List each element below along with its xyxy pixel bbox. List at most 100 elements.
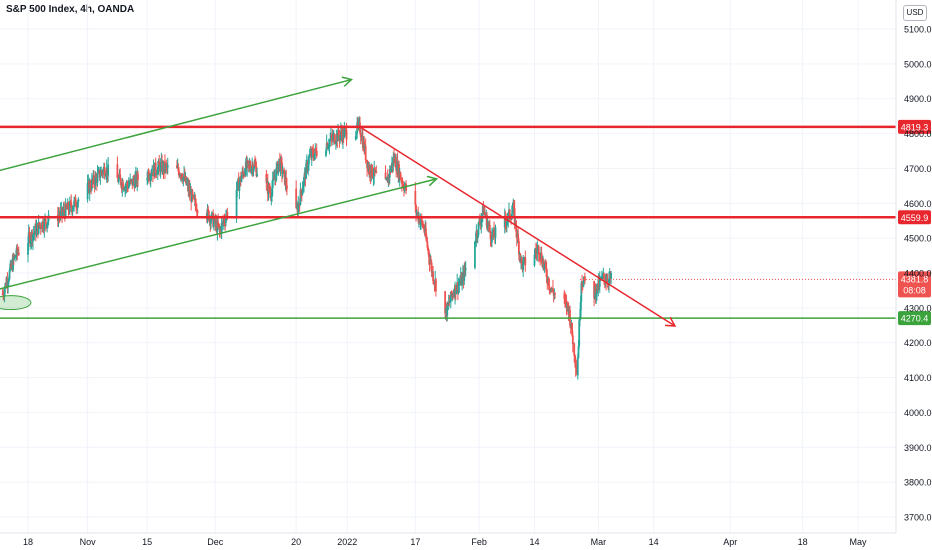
candle-body [255, 166, 258, 177]
candle-body [238, 182, 241, 191]
candle-body [373, 167, 376, 173]
candle-body [2, 294, 5, 296]
candle-body [307, 164, 310, 170]
candle-body [463, 267, 466, 281]
x-tick-label: 14 [530, 537, 540, 547]
candle-body [37, 222, 40, 234]
candle-body [491, 235, 493, 243]
candle-body [494, 227, 497, 238]
candle-body [297, 203, 300, 213]
candle-body [315, 150, 318, 157]
candle-body [105, 175, 107, 177]
candle-body [579, 301, 582, 317]
candle-body [454, 284, 457, 294]
candle-body [35, 227, 38, 236]
candle-body [253, 163, 256, 169]
candle-body [185, 176, 188, 185]
candle-body [418, 216, 421, 224]
candle-body [107, 164, 110, 176]
candle-body [427, 249, 430, 258]
candle-body [249, 164, 251, 169]
candle-body [435, 279, 437, 292]
candle-body [343, 129, 346, 138]
chart-grid [0, 0, 896, 533]
candle-body [146, 178, 149, 181]
candle-body [332, 135, 334, 140]
candle-body [303, 177, 305, 186]
y-tick-label: 4400.0 [904, 269, 932, 279]
level-price-label: 4819.3 [901, 122, 929, 132]
candle-body [97, 170, 100, 174]
candle-body [505, 221, 508, 225]
x-tick-label: 2022 [337, 537, 357, 547]
candle-body [474, 240, 477, 242]
candle-body [72, 206, 75, 209]
candle-body [120, 178, 122, 186]
candle-body [195, 204, 198, 211]
candle-body [459, 282, 461, 284]
candle-body [385, 178, 388, 180]
candle-body [326, 143, 329, 149]
level-price-label: 4270.4 [901, 314, 929, 324]
candle-body [220, 223, 223, 233]
candle-body [212, 212, 215, 227]
x-tick-label: 18 [23, 537, 33, 547]
candle-body [420, 217, 423, 222]
currency-button[interactable]: USD [903, 5, 927, 21]
candle-body [518, 241, 520, 255]
candle-body [226, 212, 229, 217]
candle-body [394, 157, 397, 168]
candle-body [387, 175, 390, 183]
chart-title: S&P 500 Index, 4h, OANDA [6, 4, 135, 15]
candle-body [193, 195, 195, 200]
x-tick-label: 20 [291, 537, 301, 547]
y-tick-label: 4200.0 [904, 338, 932, 348]
x-tick-label: 18 [798, 537, 808, 547]
candle-body [265, 174, 268, 183]
candle-body [574, 356, 576, 362]
candle-body [610, 273, 613, 279]
candle-body [522, 260, 525, 270]
candle-body [59, 210, 62, 216]
candle-body [308, 156, 310, 165]
candle-body [310, 149, 313, 158]
candle-body [94, 175, 97, 186]
candle-body [247, 161, 250, 165]
level-price-label: 4559.9 [901, 213, 929, 223]
x-tick-label: May [849, 537, 867, 547]
candle-body [598, 279, 601, 287]
candle-body [71, 208, 74, 212]
candle-body [425, 237, 428, 242]
candle-body [450, 291, 453, 297]
candle-body [327, 146, 329, 149]
candle-body [601, 275, 603, 280]
candle-body [165, 164, 168, 166]
candle-body [269, 191, 271, 193]
candle-body [280, 159, 283, 163]
candle-body [366, 159, 368, 169]
candle-body [328, 140, 331, 147]
candle-body [315, 148, 317, 151]
candle-body [427, 247, 430, 250]
candle-body [573, 343, 576, 357]
candle-body [606, 280, 609, 283]
candle-body [100, 170, 102, 176]
bar-countdown-label: 08:08 [903, 285, 926, 295]
candle-body [164, 164, 167, 171]
level-price-tag [898, 210, 931, 225]
level-price-tag [898, 311, 931, 326]
candle-body [46, 223, 49, 228]
candle-body [425, 228, 427, 238]
candle-body [295, 188, 298, 208]
candle-body [235, 189, 238, 217]
candle-body [580, 283, 583, 302]
candle-body [399, 172, 402, 179]
candle-body [457, 284, 460, 292]
candle-body [400, 178, 403, 181]
candle-body [28, 232, 31, 235]
candle-body [601, 275, 604, 277]
candle-body [126, 183, 129, 186]
candle-body [422, 225, 425, 230]
candle-body [41, 221, 44, 229]
